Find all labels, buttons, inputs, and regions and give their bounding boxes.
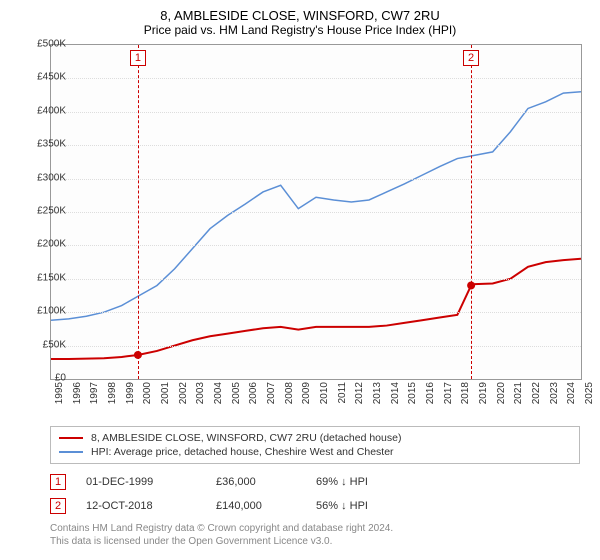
- y-axis-label: £50K: [20, 339, 66, 350]
- y-axis-label: £450K: [20, 72, 66, 83]
- gridline-h: [51, 245, 581, 246]
- x-axis-label: 2004: [213, 382, 224, 422]
- x-axis-label: 2013: [372, 382, 383, 422]
- footer-line-2: This data is licensed under the Open Gov…: [50, 535, 393, 548]
- sale-marker-line: [471, 45, 472, 379]
- chart-title: 8, AMBLESIDE CLOSE, WINSFORD, CW7 2RU: [0, 0, 600, 23]
- y-axis-label: £400K: [20, 105, 66, 116]
- sales-price: £36,000: [216, 476, 316, 488]
- series-line: [51, 92, 581, 320]
- chart-subtitle: Price paid vs. HM Land Registry's House …: [0, 23, 600, 41]
- sales-row: 1 01-DEC-1999£36,00069% ↓ HPI: [50, 470, 580, 494]
- x-axis-label: 2008: [284, 382, 295, 422]
- x-axis-label: 1998: [107, 382, 118, 422]
- sales-date: 12-OCT-2018: [86, 500, 216, 512]
- legend-label-property: 8, AMBLESIDE CLOSE, WINSFORD, CW7 2RU (d…: [91, 432, 401, 444]
- sales-date: 01-DEC-1999: [86, 476, 216, 488]
- x-axis-label: 2006: [248, 382, 259, 422]
- legend-swatch-hpi: [59, 451, 83, 453]
- x-axis-label: 2002: [178, 382, 189, 422]
- sale-marker-line: [138, 45, 139, 379]
- sales-price: £140,000: [216, 500, 316, 512]
- x-axis-label: 2015: [407, 382, 418, 422]
- legend-label-hpi: HPI: Average price, detached house, Ches…: [91, 446, 394, 458]
- gridline-h: [51, 145, 581, 146]
- sales-hpi-diff: 56% ↓ HPI: [316, 500, 436, 512]
- gridline-h: [51, 78, 581, 79]
- x-axis-label: 2022: [531, 382, 542, 422]
- x-axis-label: 2000: [142, 382, 153, 422]
- sales-badge: 1: [50, 474, 66, 490]
- x-axis-label: 2005: [231, 382, 242, 422]
- sales-badge: 2: [50, 498, 66, 514]
- y-axis-label: £150K: [20, 272, 66, 283]
- x-axis-label: 2020: [496, 382, 507, 422]
- legend-item-property: 8, AMBLESIDE CLOSE, WINSFORD, CW7 2RU (d…: [59, 431, 571, 445]
- x-axis-label: 2007: [266, 382, 277, 422]
- legend: 8, AMBLESIDE CLOSE, WINSFORD, CW7 2RU (d…: [50, 426, 580, 464]
- x-axis-label: 1995: [54, 382, 65, 422]
- gridline-h: [51, 212, 581, 213]
- x-axis-label: 2024: [566, 382, 577, 422]
- x-axis-label: 2011: [337, 382, 348, 422]
- x-axis-label: 1996: [72, 382, 83, 422]
- x-axis-label: 2019: [478, 382, 489, 422]
- y-axis-label: £500K: [20, 39, 66, 50]
- legend-item-hpi: HPI: Average price, detached house, Ches…: [59, 445, 571, 459]
- chart-container: 8, AMBLESIDE CLOSE, WINSFORD, CW7 2RU Pr…: [0, 0, 600, 560]
- x-axis-label: 2018: [460, 382, 471, 422]
- sales-hpi-diff: 69% ↓ HPI: [316, 476, 436, 488]
- x-axis-label: 1999: [125, 382, 136, 422]
- x-axis-label: 2021: [513, 382, 524, 422]
- x-axis-label: 2025: [584, 382, 595, 422]
- sale-marker-badge: 2: [463, 50, 479, 66]
- sale-marker-badge: 1: [130, 50, 146, 66]
- x-axis-label: 2010: [319, 382, 330, 422]
- footer: Contains HM Land Registry data © Crown c…: [50, 522, 393, 548]
- x-axis-label: 2001: [160, 382, 171, 422]
- gridline-h: [51, 346, 581, 347]
- sales-table: 1 01-DEC-1999£36,00069% ↓ HPI 2 12-OCT-2018…: [50, 470, 580, 518]
- footer-line-1: Contains HM Land Registry data © Crown c…: [50, 522, 393, 535]
- sales-row: 2 12-OCT-2018£140,00056% ↓ HPI: [50, 494, 580, 518]
- x-axis-label: 2023: [549, 382, 560, 422]
- gridline-h: [51, 112, 581, 113]
- x-axis-label: 1997: [89, 382, 100, 422]
- x-axis-label: 2014: [390, 382, 401, 422]
- x-axis-label: 2016: [425, 382, 436, 422]
- series-line: [51, 259, 581, 359]
- y-axis-label: £350K: [20, 139, 66, 150]
- gridline-h: [51, 179, 581, 180]
- y-axis-label: £200K: [20, 239, 66, 250]
- x-axis-label: 2009: [301, 382, 312, 422]
- y-axis-label: £250K: [20, 206, 66, 217]
- legend-swatch-property: [59, 437, 83, 439]
- x-axis-label: 2017: [443, 382, 454, 422]
- gridline-h: [51, 312, 581, 313]
- y-axis-label: £100K: [20, 306, 66, 317]
- x-axis-label: 2012: [354, 382, 365, 422]
- y-axis-label: £300K: [20, 172, 66, 183]
- plot-area: [50, 44, 582, 380]
- gridline-h: [51, 279, 581, 280]
- x-axis-label: 2003: [195, 382, 206, 422]
